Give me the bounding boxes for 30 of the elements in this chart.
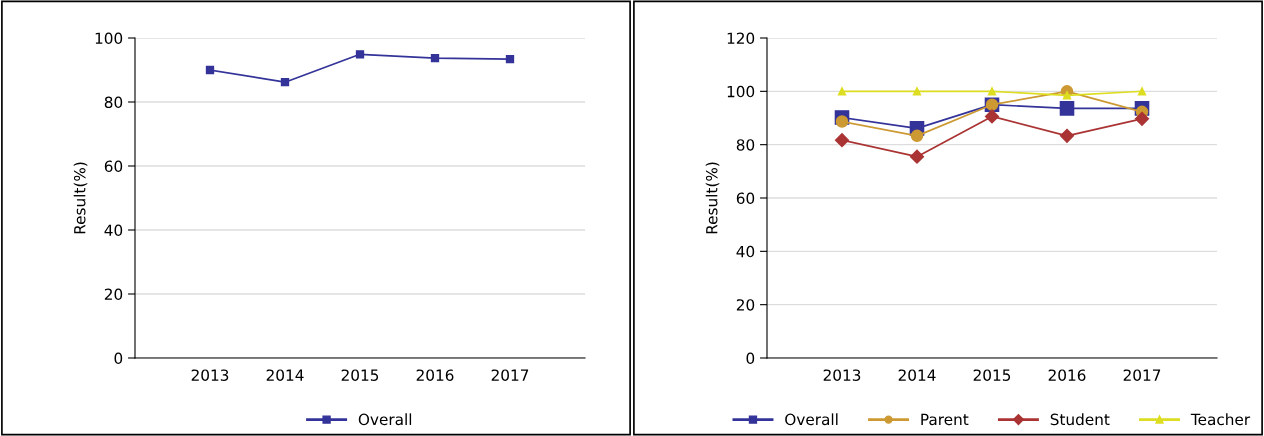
x-tick-label: 2017: [1123, 369, 1161, 381]
x-tick-label: 2017: [491, 369, 529, 381]
legend-label: Teacher: [1190, 413, 1251, 426]
legend-label: Parent: [921, 413, 969, 426]
x-tick-label: 2016: [416, 369, 454, 381]
y-tick-label: 20: [736, 299, 755, 311]
y-tick-label: 100: [727, 85, 755, 98]
y-tick-label: 80: [736, 139, 755, 151]
y-tick-label: 60: [104, 160, 123, 173]
y-tick-label: 100: [95, 32, 123, 45]
y-tick-label: 120: [727, 32, 755, 45]
x-tick-label: 2013: [191, 369, 229, 381]
y-tick-label: 0: [746, 352, 755, 365]
x-tick-label: 2015: [341, 369, 379, 381]
x-tick-label: 2014: [898, 369, 936, 381]
y-tick-label: 60: [736, 192, 755, 205]
y-tick-label: 0: [114, 352, 123, 365]
x-tick-label: 2015: [973, 369, 1011, 381]
y-tick-label: 40: [736, 245, 755, 258]
x-tick-label: 2013: [823, 369, 861, 381]
y-tick-label: 80: [104, 96, 123, 109]
y-axis-title: Result(%): [705, 162, 720, 234]
y-tick-label: 40: [104, 224, 123, 237]
x-tick-label: 2014: [266, 369, 304, 381]
x-tick-label: 2016: [1048, 369, 1086, 381]
y-axis-title: Result(%): [73, 162, 88, 234]
legend-label: Overall: [358, 413, 412, 426]
legend-label: Overall: [785, 413, 838, 426]
y-tick-label: 20: [104, 288, 123, 301]
legend-label: Student: [1050, 413, 1110, 426]
